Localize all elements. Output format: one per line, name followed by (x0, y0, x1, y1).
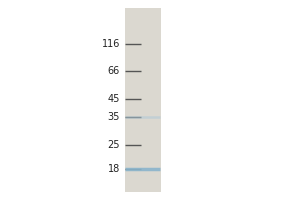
Text: 45: 45 (108, 94, 120, 104)
Text: 116: 116 (102, 39, 120, 49)
Text: 18: 18 (108, 164, 120, 174)
Text: 35: 35 (108, 112, 120, 122)
Text: 25: 25 (107, 140, 120, 150)
Text: 66: 66 (108, 66, 120, 76)
Bar (124, 8, 160, 192)
